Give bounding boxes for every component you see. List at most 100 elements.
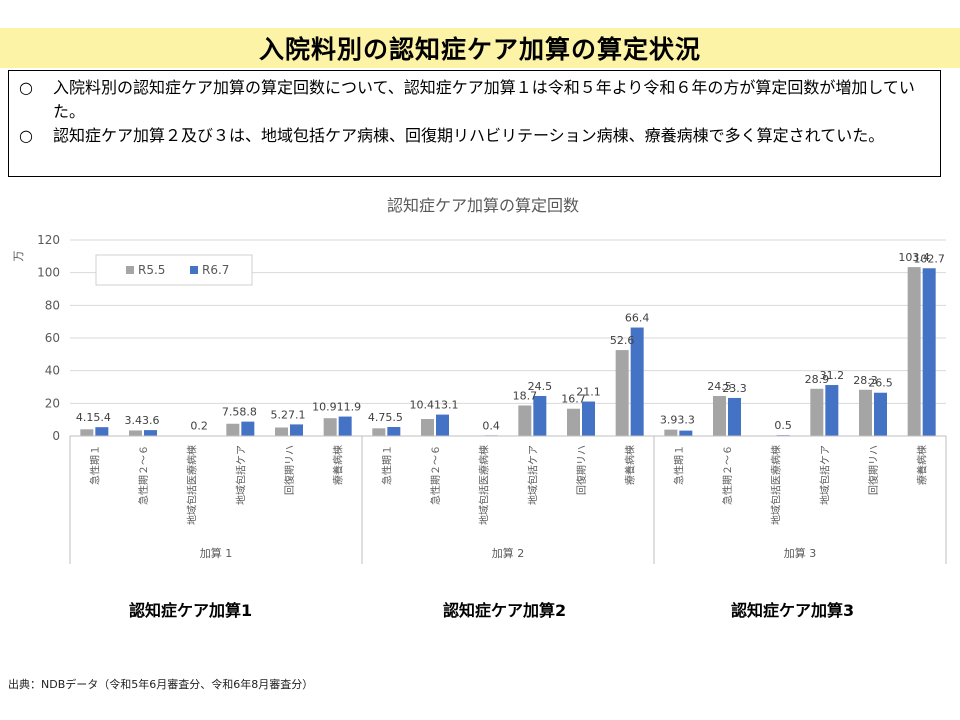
bar-chart: 認知症ケア加算の算定回数 万 4.1 5.4 3.4 3.6 0.2 7.5 8.8 5.2 7…: [12, 196, 947, 564]
bar: [810, 388, 824, 436]
data-label: 16.7: [561, 393, 586, 406]
bar: [713, 395, 726, 436]
source-note: 出典：NDBデータ（令和5年6月審査分、令和6年8月審査分）: [8, 678, 314, 691]
legend-swatch: [190, 266, 198, 274]
data-label: 5.4: [93, 411, 111, 424]
x-tick-label: 地域包括医療病棟: [770, 445, 783, 525]
bars: [80, 267, 936, 437]
y-tick-label: 20: [45, 396, 60, 410]
legend-label: R5.5: [138, 263, 165, 277]
data-label: 0.2: [190, 420, 208, 433]
bar: [874, 392, 887, 436]
data-label: 24.5: [528, 380, 553, 393]
bar: [95, 427, 109, 436]
bar: [275, 427, 288, 436]
data-label: 5.5: [385, 411, 403, 424]
y-tick-label: 40: [45, 364, 60, 378]
x-tick-label: 急性期１: [672, 445, 685, 485]
x-tick-label: 地域包括医療病棟: [186, 445, 199, 525]
data-labels: 4.1 5.4 3.4 3.6 0.2 7.5 8.8 5.2 7.1 10.9 11.9 4.7 5.…: [76, 251, 945, 433]
data-label: 10.4: [410, 399, 435, 412]
x-tick-label: 急性期１: [380, 445, 393, 485]
y-tick-label: 0: [52, 429, 60, 443]
x-tick-label: 地域包括ケア: [818, 445, 831, 505]
legend: R5.5 R6.7: [95, 254, 253, 286]
y-tick-label: 60: [45, 331, 60, 345]
data-label: 3.9: [660, 414, 678, 427]
bar: [518, 405, 532, 436]
x-tick-label: 回復期リハ: [283, 445, 296, 495]
bar: [582, 401, 595, 436]
data-label: 21.1: [576, 386, 601, 399]
bar: [922, 268, 936, 436]
x-tick-label: 地域包括ケア: [526, 445, 539, 505]
summary-bullet: ○ 認知症ケア加算２及び３は、地域包括ケア病棟、回復期リハビリテーション病棟、療…: [19, 124, 930, 148]
data-label: 3.6: [142, 414, 160, 427]
bar: [226, 423, 240, 436]
x-tick-label: 療養病棟: [332, 445, 345, 485]
x-tick-label: 急性期１: [88, 445, 101, 485]
data-label: 28.9: [805, 373, 830, 386]
bar: [80, 429, 94, 436]
x-tick-label: 急性期２～６: [137, 445, 150, 505]
data-label: 7.1: [288, 408, 306, 421]
bullet-text: 認知症ケア加算２及び３は、地域包括ケア病棟、回復期リハビリテーション病棟、療養病…: [53, 126, 885, 145]
x-tick-label: 急性期２～６: [721, 445, 734, 505]
data-label: 52.6: [610, 334, 635, 347]
data-label: 0.5: [774, 419, 792, 432]
data-label: 31.2: [820, 369, 845, 382]
x-tick-label: 回復期リハ: [575, 445, 588, 495]
group-caption: 認知症ケア加算2: [443, 601, 567, 620]
bar: [338, 416, 352, 436]
y-tick-label: 120: [37, 233, 60, 247]
bar: [387, 427, 401, 436]
data-label: 102.7: [913, 252, 945, 265]
bullet-mark: ○: [19, 78, 33, 97]
x-tick-label: 急性期２～６: [429, 445, 442, 505]
data-label: 8.8: [239, 406, 256, 419]
bar: [421, 419, 434, 436]
data-label: 7.5: [222, 406, 240, 419]
bullet-mark: ○: [19, 126, 33, 145]
bar: [436, 414, 449, 436]
bar: [144, 430, 157, 436]
data-label: 11.9: [337, 401, 362, 414]
page-title: 入院料別の認知症ケア加算の算定状況: [258, 35, 701, 64]
group-label: 加算 2: [492, 546, 525, 560]
bar: [825, 385, 839, 436]
y-axis-label: 万: [12, 251, 25, 262]
title-bar: 入院料別の認知症ケア加算の算定状況: [0, 28, 960, 68]
x-tick-label: 療養病棟: [916, 445, 929, 485]
bar: [907, 267, 921, 436]
group-caption: 認知症ケア加算1: [129, 601, 253, 620]
x-tick-label: 療養病棟: [624, 445, 637, 485]
summary-bullet: ○ 入院料別の認知症ケア加算の算定回数について、認知症ケア加算１は令和５年より令…: [19, 76, 930, 124]
data-label: 23.3: [722, 382, 747, 395]
data-label: 24.5: [707, 380, 732, 393]
x-tick-label: 地域包括医療病棟: [478, 445, 491, 525]
data-label: 66.4: [625, 312, 650, 325]
x-tick-label: 地域包括ケア: [234, 445, 247, 505]
bar: [664, 429, 678, 436]
bar: [323, 418, 337, 436]
legend-swatch: [126, 266, 134, 274]
data-label: 103.4: [898, 251, 930, 264]
bar: [630, 327, 644, 436]
data-label: 26.5: [868, 377, 893, 390]
bar: [129, 430, 142, 436]
data-label: 3.3: [677, 414, 695, 427]
bar: [290, 424, 303, 436]
y-tick-label: 80: [45, 298, 60, 312]
legend-box: [95, 254, 253, 286]
bullet-text: 入院料別の認知症ケア加算の算定回数について、認知症ケア加算１は令和５年より令和６…: [53, 78, 915, 121]
bar: [567, 408, 580, 436]
group-caption: 認知症ケア加算3: [731, 601, 855, 620]
bar: [533, 395, 547, 436]
data-label: 0.4: [482, 419, 500, 432]
bar: [728, 397, 741, 436]
y-tick-label: 100: [37, 266, 60, 280]
data-label: 10.9: [312, 401, 337, 414]
data-label: 3.4: [125, 414, 143, 427]
x-axis: 0 20 40 60 80 100 120 急性期１ 急性期２～６ 地域包括医療病棟 地域包括ケア 回…: [37, 233, 947, 564]
bar: [241, 421, 255, 436]
